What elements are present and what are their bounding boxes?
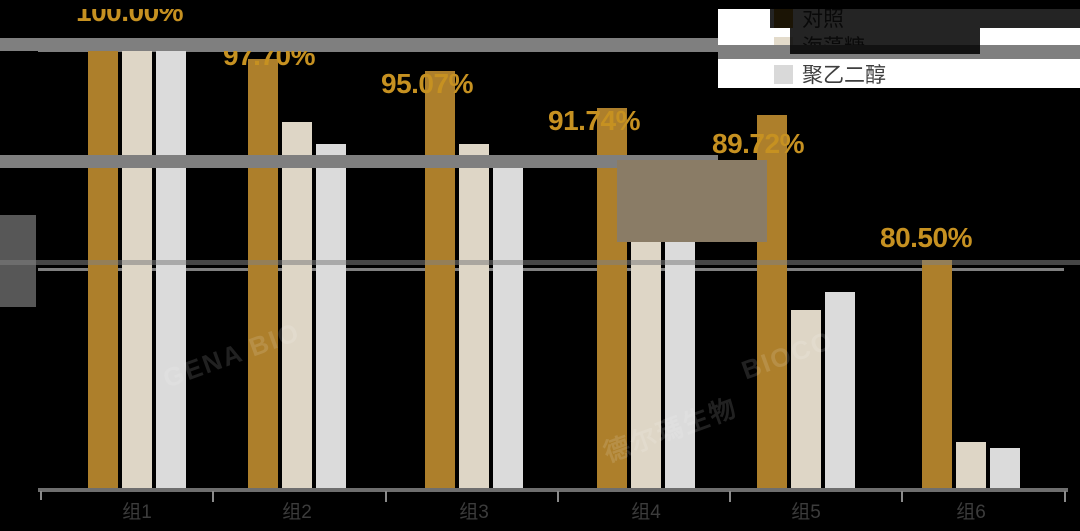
- axis-tick: [212, 491, 214, 502]
- bar-g4-s2[interactable]: [665, 212, 695, 490]
- bar-g1-s1[interactable]: [122, 49, 152, 490]
- overlay-band: [0, 260, 1080, 265]
- x-axis-label-3: 组3: [459, 502, 489, 523]
- overlay-band: [0, 0, 1080, 9]
- axis-tick: [557, 491, 559, 502]
- data-label-g6: 80.50%: [880, 222, 972, 253]
- bar-g6-s2[interactable]: [990, 448, 1020, 490]
- x-axis-label-5: 组5: [791, 502, 821, 523]
- overlay-band: [790, 28, 980, 54]
- bar-g1-s2[interactable]: [156, 49, 186, 490]
- axis-tick: [901, 491, 903, 502]
- data-label-g5: 89.72%: [712, 128, 804, 159]
- x-axis-label-6: 组6: [956, 502, 986, 523]
- bar-g3-s1[interactable]: [459, 144, 489, 490]
- overlay-band: [770, 0, 1080, 28]
- bar-g3-s0[interactable]: [425, 71, 455, 490]
- bar-g3-s2[interactable]: [493, 159, 523, 490]
- legend-label-2: 聚乙二醇: [802, 64, 886, 87]
- bar-g6-s0[interactable]: [922, 260, 952, 490]
- overlay-band: [617, 160, 767, 242]
- legend-item-2[interactable]: 聚乙二醇: [718, 60, 1080, 88]
- overlay-band: [0, 38, 718, 51]
- bar-g2-s1[interactable]: [282, 122, 312, 490]
- bar-g2-s0[interactable]: [248, 59, 278, 490]
- axis-tick: [1064, 491, 1066, 502]
- bar-g2-s2[interactable]: [316, 144, 346, 490]
- bar-g5-s1[interactable]: [791, 310, 821, 490]
- axis-tick: [385, 491, 387, 502]
- x-axis-label-1: 组1: [122, 502, 152, 523]
- data-label-g3: 95.07%: [381, 68, 473, 99]
- x-axis-line: [38, 488, 1068, 492]
- overlay-band: [0, 155, 718, 168]
- bar-g6-s1[interactable]: [956, 442, 986, 490]
- x-axis-label-2: 组2: [282, 502, 312, 523]
- axis-tick: [729, 491, 731, 502]
- gridline-50: [38, 268, 1064, 271]
- overlay-band: [0, 500, 80, 531]
- bar-g1-s0[interactable]: [88, 49, 118, 490]
- data-label-g4: 91.74%: [548, 105, 640, 136]
- gray-swatch-icon: [774, 64, 793, 84]
- x-axis-label-4: 组4: [631, 502, 661, 523]
- axis-tick: [40, 491, 42, 502]
- bar-g5-s2[interactable]: [825, 292, 855, 490]
